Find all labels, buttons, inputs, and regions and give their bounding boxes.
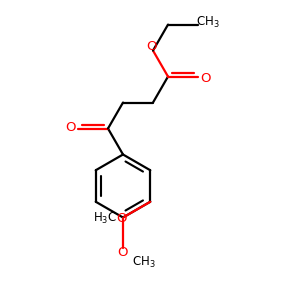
Text: O: O	[118, 245, 128, 259]
Text: CH$_3$: CH$_3$	[132, 255, 156, 270]
Text: O: O	[116, 212, 127, 225]
Text: H$_3$C: H$_3$C	[93, 211, 118, 226]
Text: O: O	[65, 121, 76, 134]
Text: CH$_3$: CH$_3$	[196, 15, 219, 30]
Text: O: O	[200, 72, 211, 85]
Text: O: O	[146, 40, 157, 52]
